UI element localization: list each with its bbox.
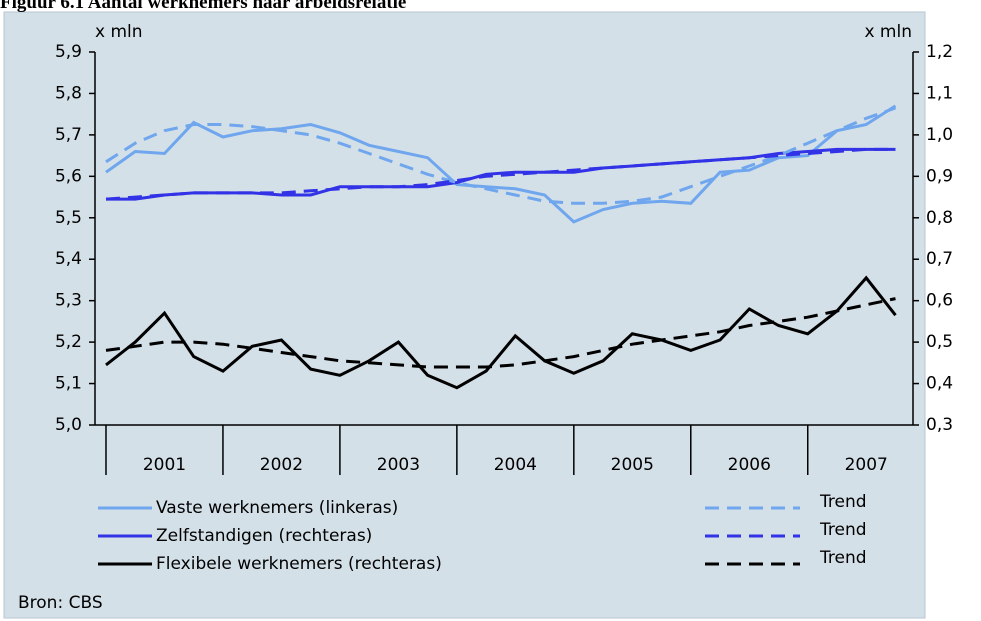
source: Bron: CBS — [18, 593, 103, 613]
y2-tick-label: 1,1 — [926, 83, 953, 103]
y-axis-label: x mln — [95, 22, 143, 42]
y-tick-label: 5,8 — [55, 83, 82, 103]
y2-tick-label: 1,2 — [926, 42, 953, 62]
x-tick-label: 2007 — [845, 455, 888, 475]
legend-label: Zelfstandigen (rechteras) — [156, 526, 372, 546]
y-tick-label: 5,2 — [55, 332, 82, 352]
series-line — [106, 147, 896, 201]
y2-axis-label: x mln — [864, 22, 912, 42]
y-tick-label: 5,6 — [55, 166, 82, 186]
y-tick-label: 5,3 — [55, 291, 82, 311]
legend-label: Flexibele werknemers (rechteras) — [156, 554, 442, 574]
legend-label: Trend — [819, 548, 867, 568]
y-tick-label: 5,9 — [55, 42, 82, 62]
y-tick-label: 5,0 — [55, 415, 82, 435]
x-tick-label: 2006 — [728, 455, 771, 475]
y2-tick-label: 0,3 — [926, 415, 953, 435]
series-line — [105, 275, 897, 390]
legend-label: Vaste werknemers (linkeras) — [156, 498, 398, 518]
y-tick-label: 5,4 — [55, 249, 82, 269]
series-line — [105, 106, 896, 205]
x-tick-label: 2003 — [377, 455, 420, 475]
y2-tick-label: 1,0 — [926, 125, 953, 145]
chart-panel — [3, 11, 926, 619]
chart-title: Figuur 6.1 Aantal werknemers naar arbeid… — [0, 0, 406, 13]
series-line — [105, 297, 896, 369]
x-tick-label: 2001 — [143, 455, 186, 475]
x-tick-label: 2002 — [260, 455, 303, 475]
y-tick-label: 5,5 — [55, 208, 82, 228]
series-line — [105, 104, 897, 224]
y-tick-label: 5,1 — [55, 374, 82, 394]
x-tick-label: 2004 — [494, 455, 537, 475]
y2-tick-label: 0,4 — [926, 374, 953, 394]
y2-tick-label: 0,8 — [926, 208, 953, 228]
y2-tick-label: 0,9 — [926, 166, 953, 186]
y2-tick-label: 0,7 — [926, 249, 953, 269]
legend-label: Trend — [819, 492, 867, 512]
y2-tick-label: 0,5 — [926, 332, 953, 352]
legend-label: Trend — [819, 520, 867, 540]
x-tick-label: 2005 — [611, 455, 654, 475]
y2-tick-label: 0,6 — [926, 291, 953, 311]
y-tick-label: 5,7 — [55, 125, 82, 145]
